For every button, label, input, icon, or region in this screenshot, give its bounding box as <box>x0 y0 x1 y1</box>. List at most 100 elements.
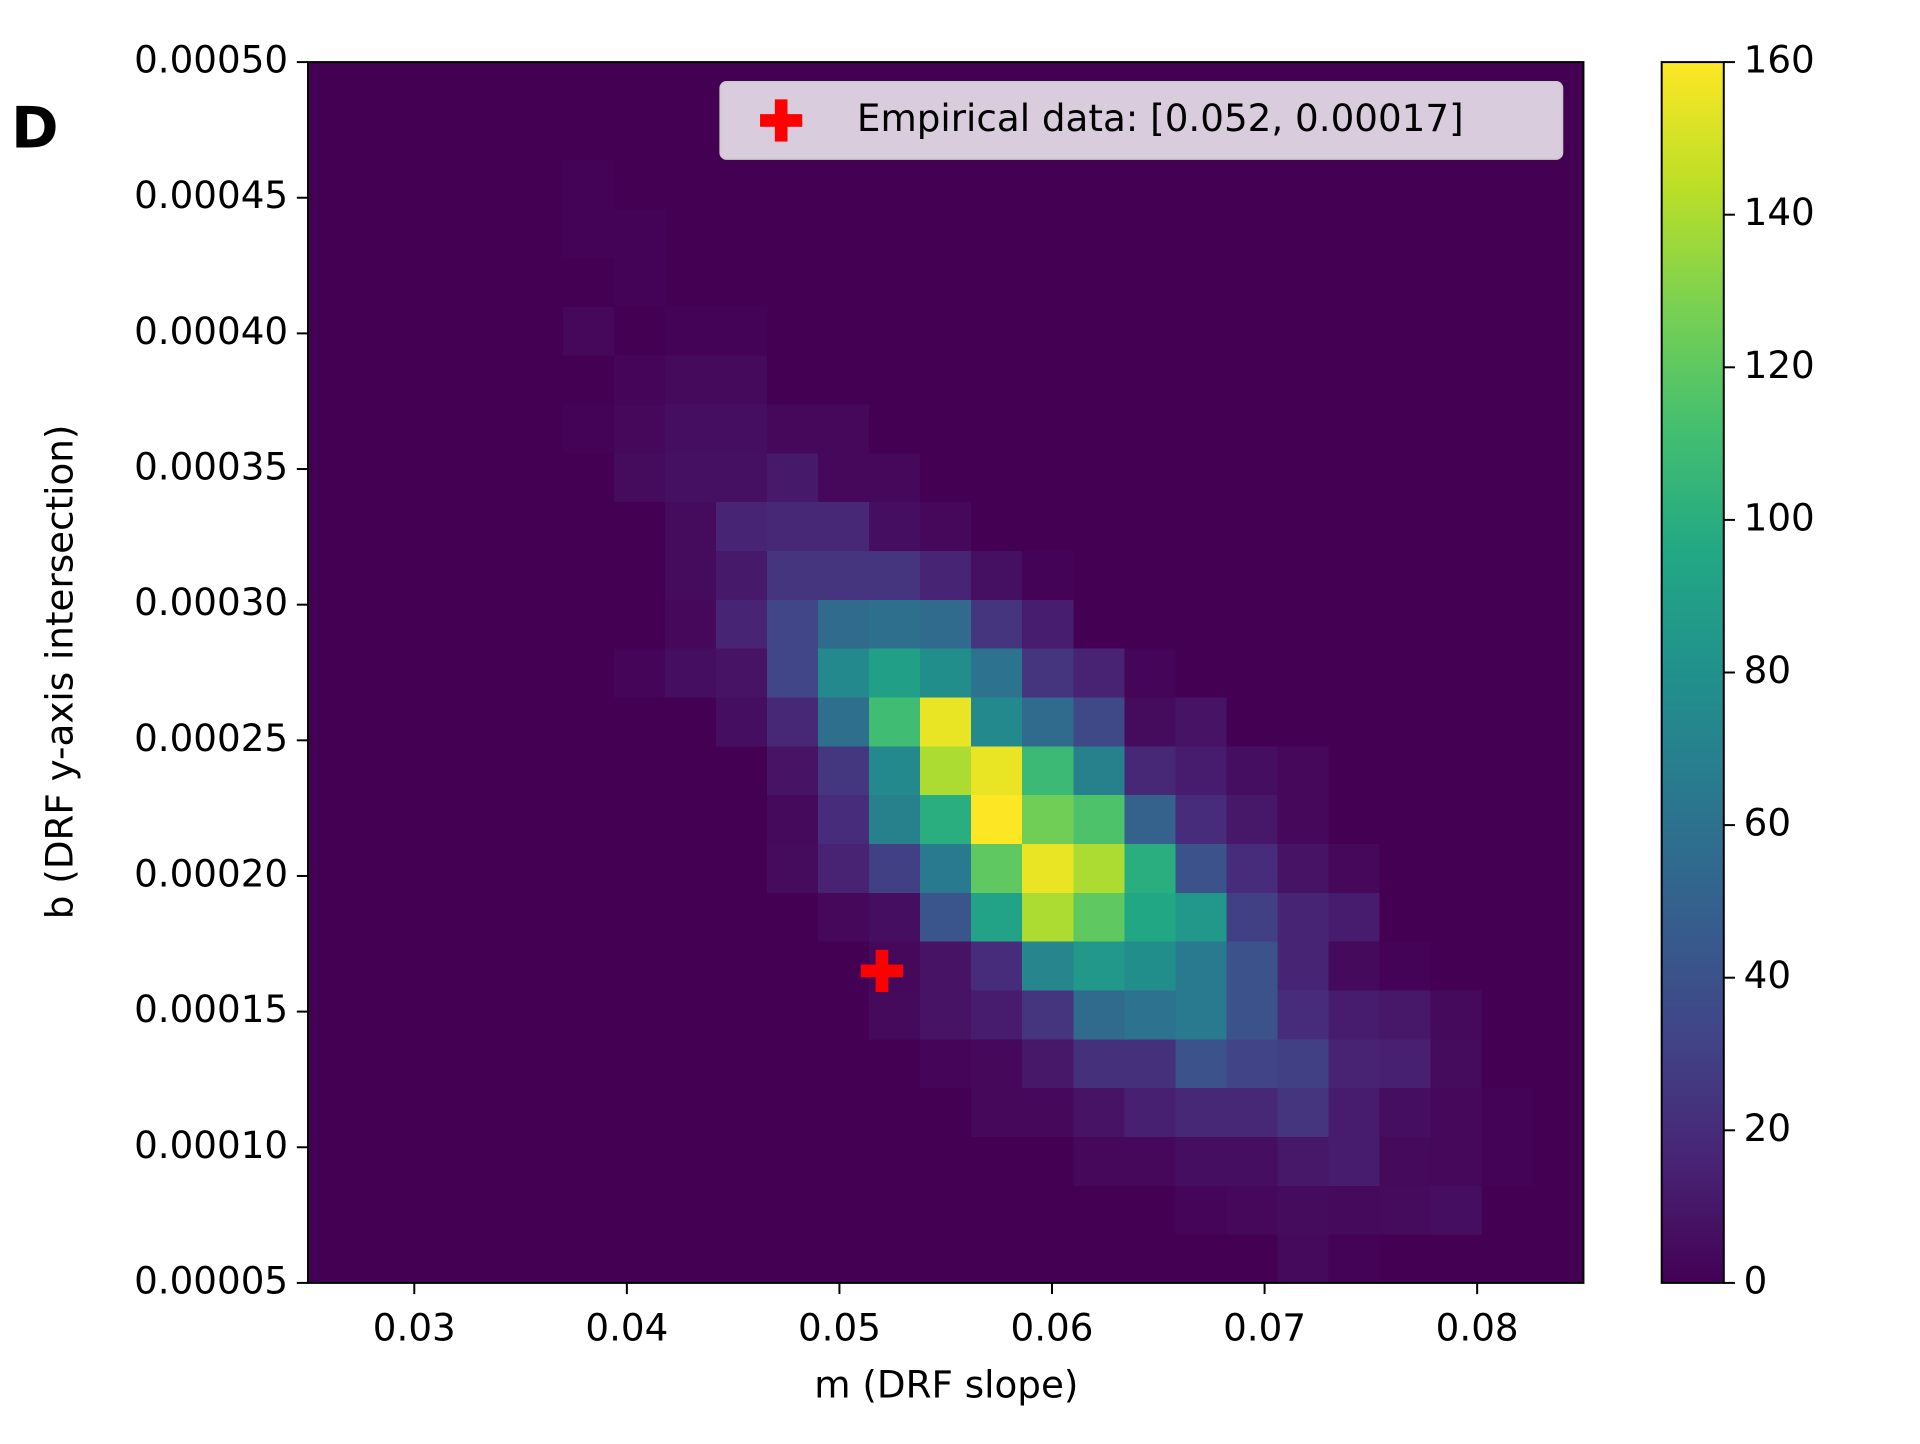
heatmap-cell <box>1379 599 1432 649</box>
heatmap-cell <box>1175 306 1227 356</box>
heatmap-cell <box>1175 1185 1227 1235</box>
colorbar-tick-label: 20 <box>1744 1106 1791 1150</box>
heatmap-cell <box>869 159 921 210</box>
heatmap-cell <box>1124 1087 1176 1138</box>
heatmap-cell <box>563 1185 615 1235</box>
heatmap-cell <box>563 306 615 356</box>
heatmap-cell <box>359 1136 411 1186</box>
heatmap-cell <box>767 1185 819 1235</box>
heatmap-cell <box>1532 989 1585 1040</box>
heatmap-cell <box>1226 1136 1278 1186</box>
heatmap-cell <box>971 794 1023 845</box>
heatmap-cell <box>461 794 513 845</box>
heatmap-cell <box>767 1038 819 1089</box>
heatmap-cell <box>818 550 870 600</box>
heatmap-cell <box>920 355 972 405</box>
heatmap-cell <box>1277 208 1329 259</box>
heatmap-cell <box>971 306 1023 356</box>
heatmap-cell <box>1226 941 1278 991</box>
heatmap-cell <box>1175 941 1227 991</box>
heatmap-cell <box>1022 355 1074 405</box>
heatmap-cell <box>1430 989 1483 1040</box>
heatmap-cell <box>1328 941 1380 991</box>
heatmap-cell <box>1328 159 1380 210</box>
heatmap-cell <box>1379 648 1432 698</box>
heatmap-cell <box>920 1038 972 1089</box>
heatmap-cell <box>1175 1087 1227 1138</box>
heatmap-cell <box>1175 257 1227 307</box>
heatmap-cell <box>1430 1136 1483 1186</box>
heatmap-cell <box>410 62 462 112</box>
empirical-marker-v <box>875 949 889 993</box>
heatmap-cell <box>307 159 360 210</box>
heatmap-cell <box>563 892 615 942</box>
heatmap-cell <box>1532 550 1585 600</box>
heatmap-cell <box>1379 696 1432 747</box>
heatmap-cell <box>512 989 564 1040</box>
heatmap-cell <box>1328 257 1380 307</box>
heatmap-cell <box>410 403 462 454</box>
heatmap-cell <box>1532 745 1585 796</box>
heatmap-cell <box>1073 257 1125 307</box>
heatmap-cell <box>971 257 1023 307</box>
heatmap-cell <box>1226 1185 1278 1235</box>
heatmap-cell <box>563 452 615 503</box>
y-tick-label: 0.00010 <box>134 1123 288 1167</box>
heatmap-cell <box>461 452 513 503</box>
heatmap-cell <box>563 599 615 649</box>
heatmap-cell <box>512 843 564 893</box>
heatmap-cell <box>1175 1038 1227 1089</box>
heatmap-cell <box>1379 843 1432 893</box>
heatmap-cell <box>665 989 717 1040</box>
colorbar-tick-label: 140 <box>1744 190 1815 234</box>
heatmap-cell <box>1379 892 1432 942</box>
heatmap-cell <box>1481 257 1534 307</box>
heatmap-cell <box>359 550 411 600</box>
heatmap-cell <box>1481 159 1534 210</box>
heatmap-cell <box>410 794 462 845</box>
heatmap-cell <box>1277 989 1329 1040</box>
heatmap-cell <box>1226 599 1278 649</box>
heatmap-cell <box>512 892 564 942</box>
heatmap-cell <box>920 745 972 796</box>
heatmap-cell <box>614 941 666 991</box>
heatmap-cell <box>971 843 1023 893</box>
heatmap-cell <box>971 941 1023 991</box>
heatmap-cell <box>461 110 513 161</box>
heatmap-cell <box>461 208 513 259</box>
colorbar <box>1660 61 1725 1284</box>
heatmap-cell <box>1328 501 1380 552</box>
heatmap-cell <box>1328 599 1380 649</box>
heatmap-cell <box>818 452 870 503</box>
heatmap-cell <box>818 843 870 893</box>
heatmap-cell <box>461 550 513 600</box>
heatmap-cell <box>563 208 615 259</box>
heatmap-cell <box>767 599 819 649</box>
heatmap-cell <box>359 110 411 161</box>
heatmap-cell <box>1532 306 1585 356</box>
heatmap-cell <box>665 696 717 747</box>
heatmap-cell <box>461 355 513 405</box>
heatmap-cell <box>1481 599 1534 649</box>
heatmap-cell <box>767 648 819 698</box>
x-tick-label: 0.06 <box>1011 1306 1094 1350</box>
heatmap-cell <box>563 843 615 893</box>
heatmap-cell <box>614 648 666 698</box>
heatmap-cell <box>410 1038 462 1089</box>
heatmap-cell <box>1022 1185 1074 1235</box>
y-tick-label: 0.00045 <box>134 173 288 217</box>
heatmap-cell <box>563 794 615 845</box>
heatmap-cell <box>1175 843 1227 893</box>
heatmap-cell <box>1328 1087 1380 1138</box>
heatmap-cell <box>716 550 768 600</box>
heatmap-cell <box>1277 1234 1329 1284</box>
heatmap-cell <box>1124 159 1176 210</box>
heatmap-cell <box>818 355 870 405</box>
heatmap-cell <box>1124 941 1176 991</box>
heatmap-cell <box>359 306 411 356</box>
heatmap-cell <box>971 159 1023 210</box>
heatmap-cell <box>1430 355 1483 405</box>
heatmap-cell <box>1328 452 1380 503</box>
heatmap-cell <box>1226 403 1278 454</box>
heatmap-cell <box>818 1087 870 1138</box>
